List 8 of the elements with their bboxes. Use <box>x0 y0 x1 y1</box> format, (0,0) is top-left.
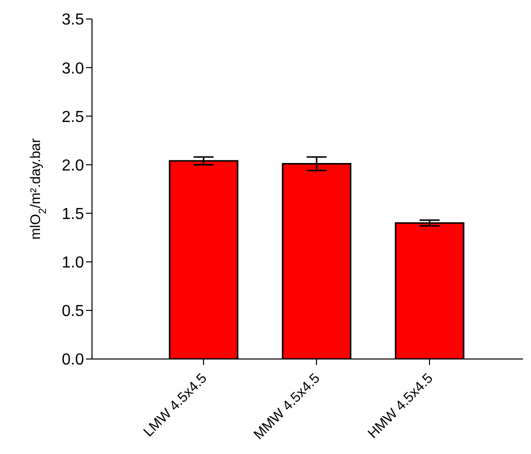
y-tick-label: 3.0 <box>62 60 84 78</box>
y-tick-label: 0.5 <box>62 303 84 320</box>
y-tick-label: 3.5 <box>62 12 84 29</box>
y-tick-label: 2.5 <box>62 108 84 126</box>
y-tick-label: 2.0 <box>62 157 84 174</box>
y-tick-label: 1.5 <box>62 206 84 223</box>
y-tick-label: 1.0 <box>62 254 84 272</box>
y-tick-label: 0.0 <box>62 352 84 369</box>
